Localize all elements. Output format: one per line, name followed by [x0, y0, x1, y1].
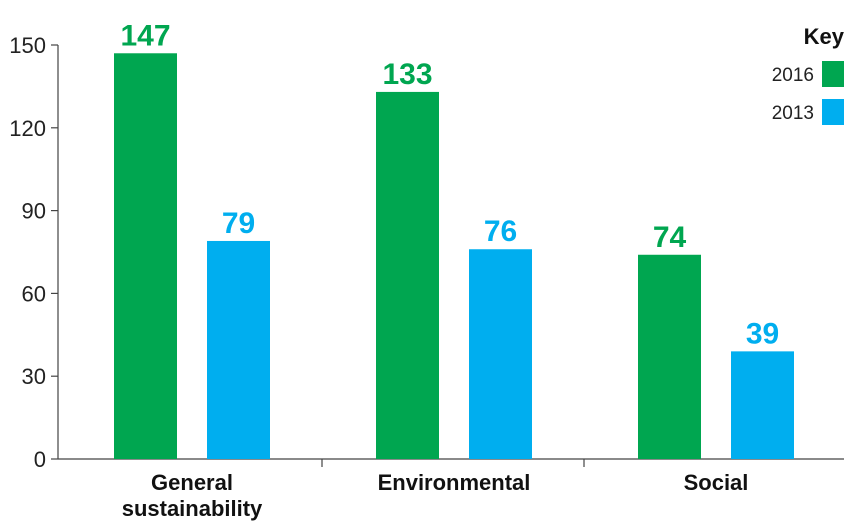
- y-tick-label: 60: [22, 281, 46, 306]
- data-label: 147: [120, 19, 170, 52]
- legend-swatch: [822, 99, 844, 125]
- category-label: Social: [684, 470, 749, 495]
- legend-entry-label: 2016: [772, 65, 814, 86]
- category-label: General: [151, 470, 233, 495]
- y-tick-label: 120: [9, 116, 46, 141]
- data-label: 76: [484, 215, 517, 248]
- bar-2016-1: [376, 91, 439, 460]
- category-label: sustainability: [122, 496, 263, 521]
- y-tick-label: 0: [34, 447, 46, 472]
- data-label: 79: [222, 207, 255, 240]
- bar-2016-2: [638, 254, 701, 459]
- axes: 0 30 60 90 120 150: [9, 33, 844, 472]
- legend-entry-label: 2013: [772, 103, 814, 124]
- y-tick-label: 30: [22, 364, 46, 389]
- data-label: 39: [746, 317, 779, 350]
- legend: Key 2016 2013: [772, 24, 844, 125]
- legend-title: Key: [804, 24, 844, 49]
- bar-2013-0: [207, 240, 270, 459]
- y-tick-label: 150: [9, 33, 46, 58]
- bar-2013-1: [469, 249, 532, 459]
- data-label: 74: [653, 221, 687, 254]
- y-tick-label: 90: [22, 199, 46, 224]
- bar-2013-2: [731, 351, 794, 459]
- data-label: 133: [382, 58, 432, 91]
- bar-2016-0: [114, 53, 177, 459]
- category-label: Environmental: [378, 470, 531, 495]
- legend-swatch: [822, 61, 844, 87]
- bars: [114, 53, 794, 460]
